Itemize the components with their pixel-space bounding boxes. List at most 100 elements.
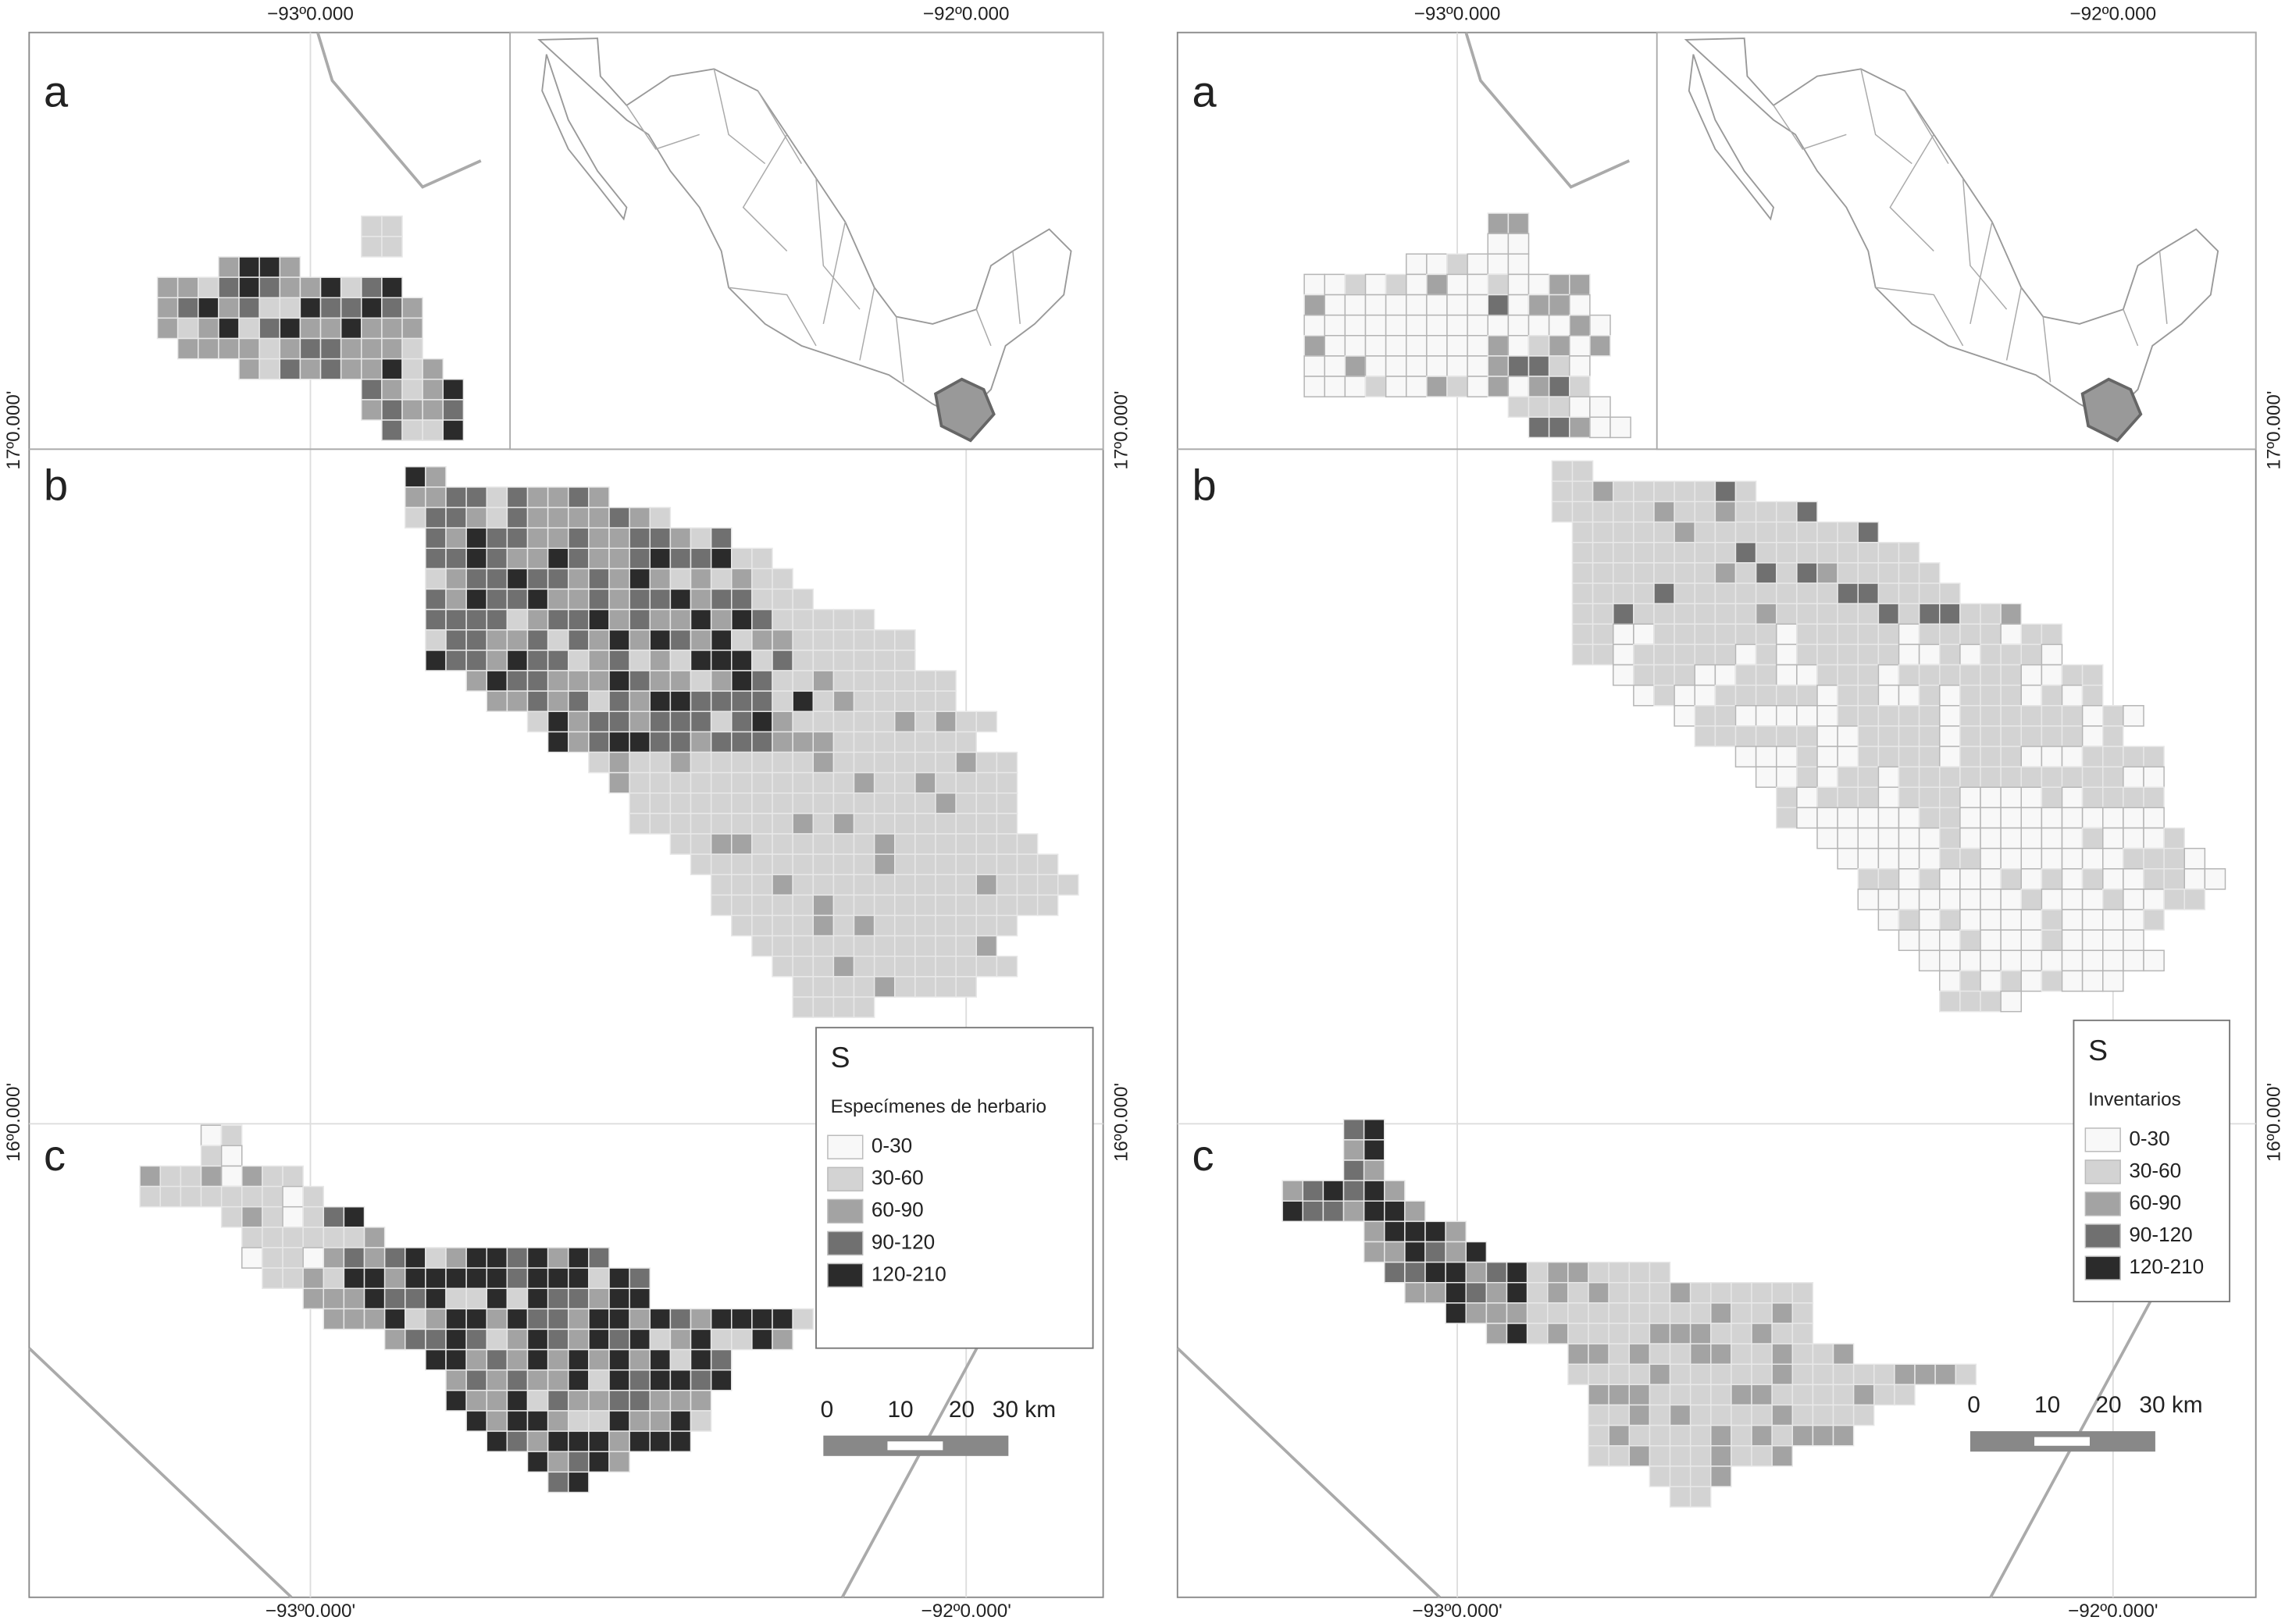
grid-cell <box>608 1348 630 1371</box>
grid-cell <box>1507 294 1530 316</box>
grid-cell <box>1322 1200 1345 1223</box>
grid-cell <box>1384 1200 1406 1223</box>
grid-cell <box>873 670 896 692</box>
grid-cell <box>690 833 712 855</box>
grid-cell <box>1589 314 1611 337</box>
grid-cell <box>731 547 753 570</box>
grid-cell <box>1837 705 1859 727</box>
grid-cell <box>568 486 590 508</box>
grid-cell <box>1569 416 1591 439</box>
grid-cell <box>629 1390 651 1412</box>
grid-cell <box>935 751 957 774</box>
grid-cell <box>649 813 672 835</box>
grid-cell <box>629 588 651 611</box>
grid-cell <box>1303 273 1326 296</box>
grid-cell <box>2123 909 2144 931</box>
grid-cell <box>1938 949 1961 972</box>
grid-cell <box>401 297 423 319</box>
grid-cell <box>1669 1486 1691 1508</box>
grid-cell <box>1775 542 1798 564</box>
grid-cell <box>1507 314 1530 337</box>
grid-cell <box>401 358 423 380</box>
grid-cell <box>547 629 569 651</box>
grid-cell <box>2123 705 2144 727</box>
grid-cell <box>200 1145 223 1167</box>
grid-cell <box>894 792 916 814</box>
grid-cell <box>2000 705 2022 727</box>
grid-cell <box>1571 500 1594 523</box>
inset-map <box>1684 37 2219 443</box>
grid-cell <box>1507 396 1530 418</box>
grid-cell <box>218 297 240 319</box>
grid-cell <box>710 833 733 855</box>
grid-cell <box>649 1410 672 1432</box>
grid-cell <box>873 853 896 875</box>
grid-cell <box>1364 355 1387 377</box>
grid-cell <box>751 914 773 937</box>
grid-cell <box>1548 335 1570 357</box>
grid-cell <box>1959 990 1981 1013</box>
grid-cell <box>422 419 444 441</box>
grid-cell <box>241 1247 263 1269</box>
grid-cell <box>690 1390 712 1412</box>
grid-cell <box>1816 664 1838 686</box>
grid-cell <box>873 914 896 937</box>
grid-cell <box>1404 1281 1426 1304</box>
grid-cell <box>772 608 793 631</box>
grid-cell <box>2123 786 2144 809</box>
grid-cell <box>1837 521 1859 543</box>
grid-cell <box>1938 868 1961 890</box>
grid-cell <box>1384 1241 1406 1263</box>
grid-cell <box>282 1206 304 1228</box>
grid-cell <box>1694 562 1716 584</box>
grid-cell <box>894 914 916 937</box>
grid-cell <box>1731 1302 1752 1324</box>
grid-cell <box>1938 746 1961 767</box>
grid-cell <box>1775 766 1798 789</box>
grid-cell <box>176 337 199 360</box>
grid-cell <box>1426 335 1448 357</box>
grid-cell <box>690 792 712 814</box>
grid-cell <box>1812 1404 1834 1426</box>
grid-cell <box>873 771 896 794</box>
grid-cell <box>1816 562 1838 584</box>
grid-cell <box>1775 664 1798 686</box>
grid-cell <box>1674 562 1695 584</box>
grid-cell <box>262 1165 283 1188</box>
grid-cell <box>608 670 630 692</box>
grid-cell <box>710 813 733 835</box>
grid-cell <box>1527 335 1550 357</box>
grid-cell <box>731 771 753 794</box>
grid-cell <box>710 853 733 875</box>
grid-cell <box>343 1267 365 1289</box>
grid-cell <box>425 1267 447 1289</box>
grid-cell <box>2000 970 2022 992</box>
grid-cell <box>1507 376 1530 397</box>
grid-cell <box>751 833 773 855</box>
grid-cell <box>690 1369 712 1391</box>
grid-cell <box>1857 582 1880 604</box>
grid-cell <box>792 996 815 1018</box>
grid-cell <box>1653 603 1675 625</box>
grid-cell <box>588 507 610 529</box>
grid-cell <box>669 1348 692 1371</box>
grid-cell <box>853 650 875 671</box>
grid-cell <box>731 792 753 814</box>
grid-cell <box>832 955 855 978</box>
grid-cell <box>2143 786 2165 809</box>
grid-cell <box>282 1247 304 1269</box>
grid-cell <box>1710 1444 1732 1467</box>
grid-cell <box>792 976 815 998</box>
grid-cell <box>1714 500 1737 523</box>
grid-cell <box>792 853 815 875</box>
grid-cell <box>1571 542 1594 564</box>
grid-cell <box>710 710 733 733</box>
grid-cell <box>1571 603 1594 625</box>
grid-cell <box>1877 582 1900 604</box>
grid-cell <box>873 650 896 671</box>
grid-cell <box>1918 807 1941 829</box>
grid-cell <box>1588 1444 1609 1467</box>
grid-cell <box>465 1348 488 1371</box>
grid-cell <box>1816 725 1838 747</box>
grid-cell <box>1404 1261 1426 1284</box>
